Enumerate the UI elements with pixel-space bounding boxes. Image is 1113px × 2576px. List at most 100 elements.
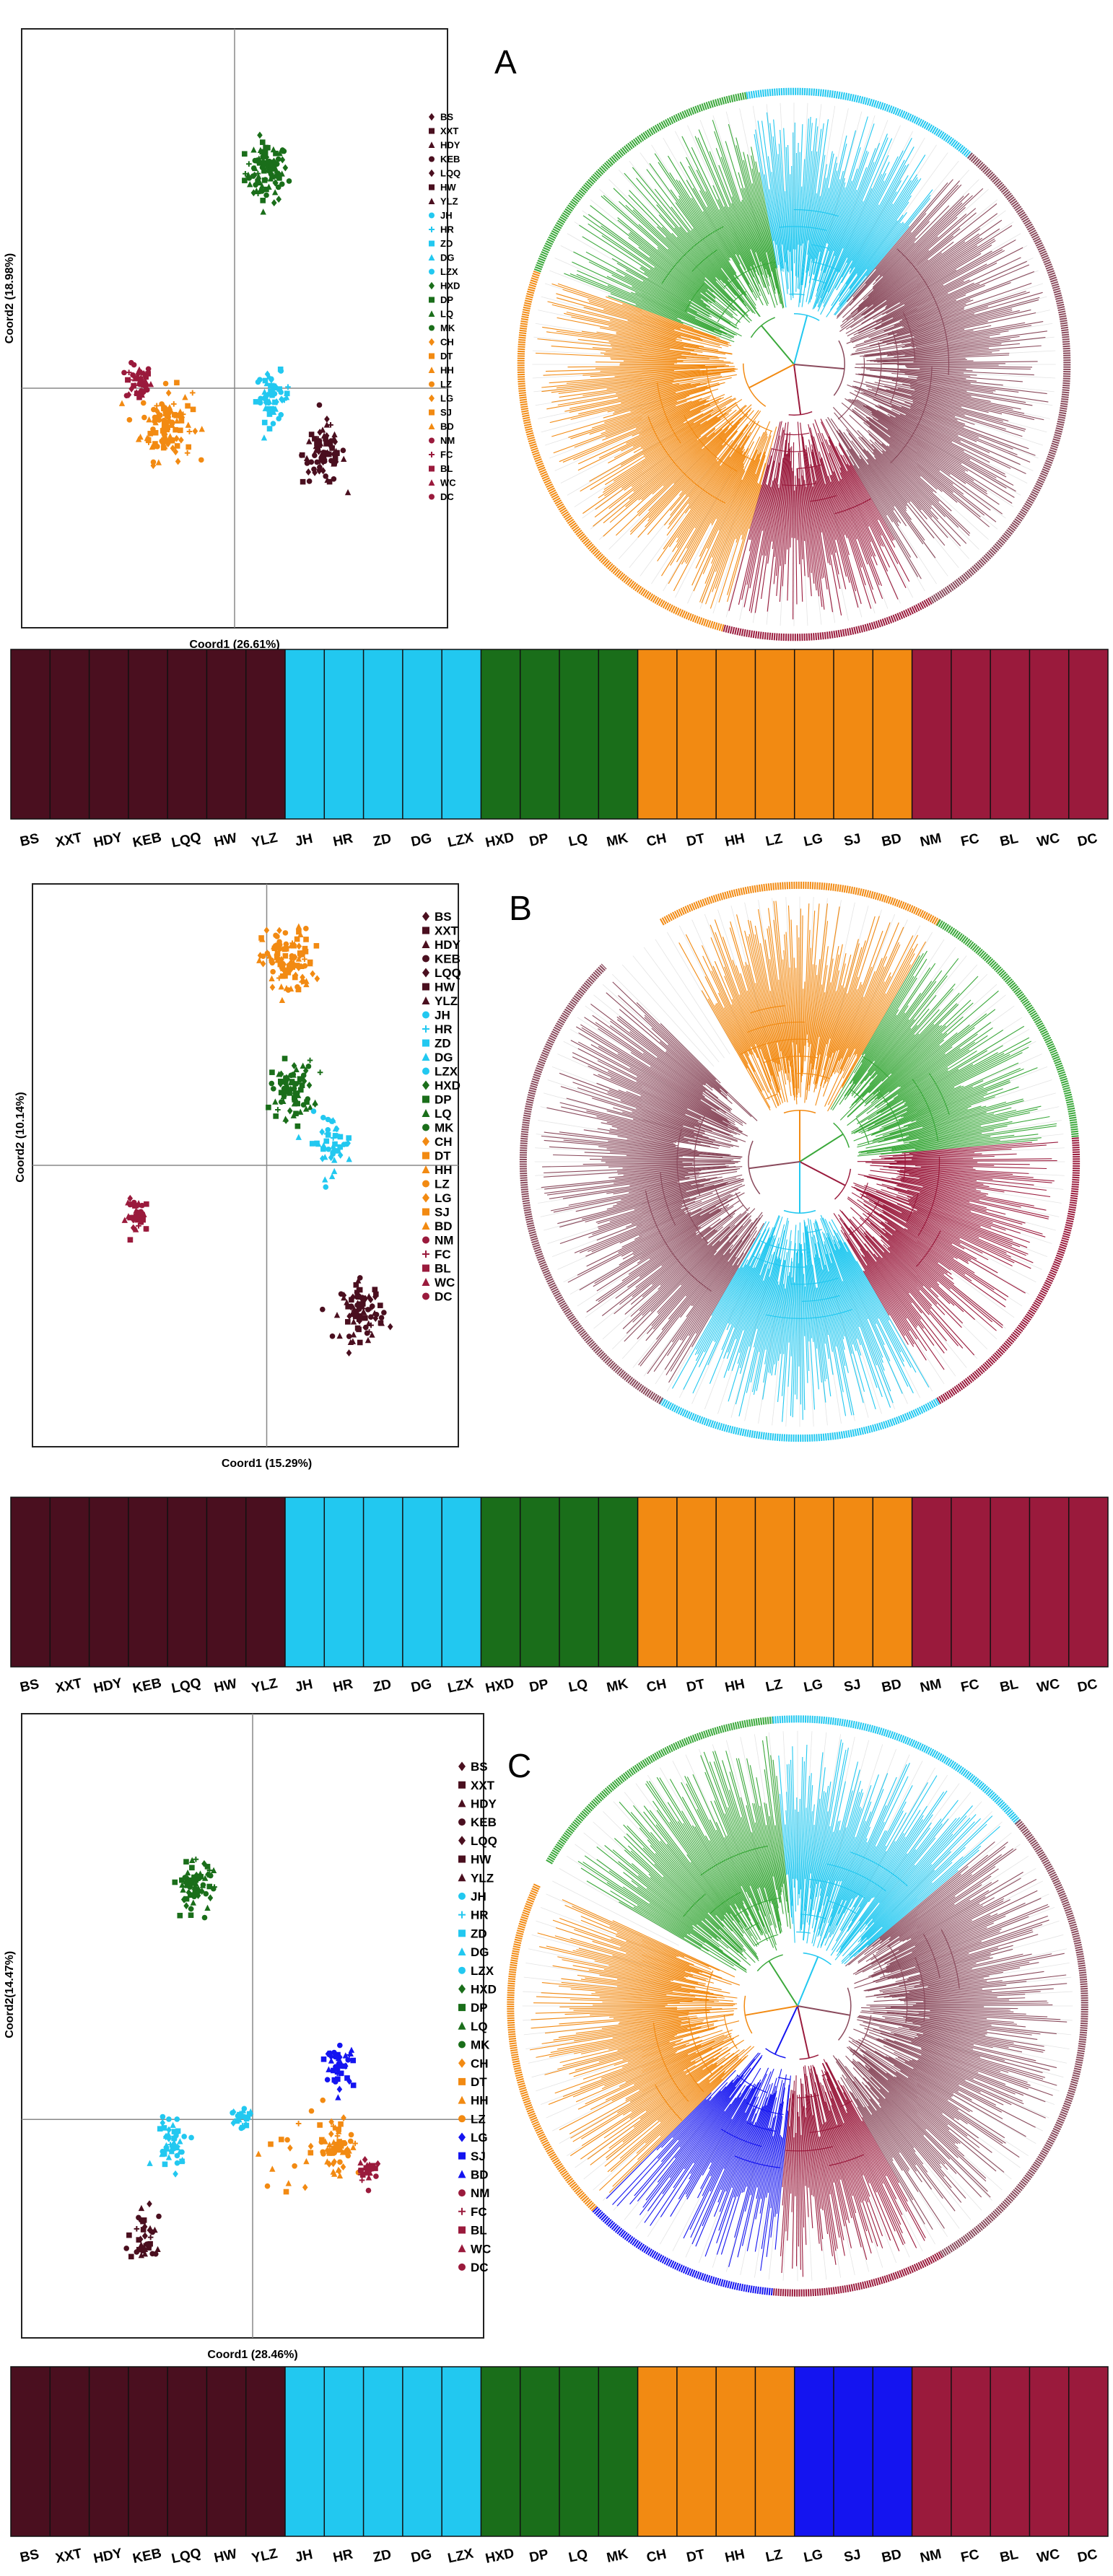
tree-leaf bbox=[610, 293, 681, 321]
structure-bar-dt bbox=[676, 2367, 717, 2536]
tree-leaf bbox=[829, 954, 852, 1039]
tree-leaf bbox=[599, 2046, 755, 2191]
pca-point bbox=[320, 2151, 326, 2157]
tree-leaf bbox=[657, 246, 738, 317]
tree-leaf bbox=[873, 1253, 922, 1314]
tree-leaf bbox=[811, 992, 826, 1077]
tree-leaf bbox=[913, 360, 974, 363]
tree-leaf bbox=[868, 1003, 958, 1093]
legend-label-sj: SJ bbox=[440, 407, 452, 418]
tree-leaf bbox=[921, 2049, 1053, 2096]
tree-leaf bbox=[824, 1264, 844, 1340]
tree-leaf bbox=[798, 1243, 800, 1367]
tree-leaf bbox=[700, 1755, 770, 1933]
tree-leaf bbox=[822, 2063, 904, 2246]
tree-guide-line bbox=[832, 1285, 869, 1418]
legend-label-xxt: XXT bbox=[440, 126, 458, 136]
tree-leaf bbox=[656, 1244, 733, 1340]
tree-leaf bbox=[635, 1204, 743, 1288]
pca-point bbox=[261, 419, 268, 426]
tree-leaf bbox=[920, 1191, 1006, 1215]
pca-point bbox=[141, 2232, 148, 2240]
tree-leaf bbox=[856, 310, 1020, 350]
legend-marker-dp bbox=[458, 2004, 466, 2012]
pca-point bbox=[177, 408, 183, 415]
tree-leaf bbox=[865, 1903, 955, 1962]
pca-point bbox=[315, 447, 322, 455]
tree-leaf bbox=[594, 1961, 705, 1986]
tree-leaf bbox=[638, 1248, 731, 1366]
tree-leaf bbox=[891, 380, 1026, 403]
legend-marker-bd bbox=[458, 2170, 466, 2178]
structure-bar-lq bbox=[559, 649, 599, 819]
tree-leaf bbox=[805, 154, 826, 288]
tree-leaf bbox=[806, 452, 824, 578]
tree-leaf bbox=[848, 2040, 1020, 2158]
tree-leaf bbox=[591, 1098, 684, 1126]
legend-label-keb: KEB bbox=[471, 1815, 497, 1829]
tree-leaf bbox=[622, 1111, 694, 1133]
pca-point bbox=[284, 2137, 290, 2143]
pca-point bbox=[146, 2245, 152, 2251]
tree-leaf bbox=[639, 1827, 723, 1922]
tree-leaf bbox=[717, 199, 754, 278]
tree-leaf bbox=[881, 1222, 952, 1275]
tree-leaf bbox=[621, 2044, 686, 2068]
tree-leaf bbox=[822, 1269, 855, 1416]
tree-leaf bbox=[756, 2117, 774, 2199]
tree-leaf bbox=[850, 1226, 948, 1351]
tree-leaf bbox=[850, 282, 974, 340]
pca-point bbox=[205, 1870, 211, 1878]
tree-leaf bbox=[815, 993, 848, 1106]
tree-leaf bbox=[769, 959, 788, 1080]
tree-leaf bbox=[589, 400, 687, 435]
tree-leaf bbox=[819, 906, 840, 1038]
tree-leaf bbox=[870, 2087, 942, 2168]
tree-leaf bbox=[673, 432, 725, 484]
pca-point bbox=[134, 2226, 140, 2232]
tree-leaf bbox=[909, 2028, 1023, 2053]
tree-leaf bbox=[573, 2007, 712, 2011]
tree-leaf bbox=[875, 1028, 912, 1072]
tree-leaf bbox=[849, 1033, 920, 1109]
tree-leaf bbox=[716, 455, 749, 520]
pca-point bbox=[331, 460, 337, 466]
tree-leaf bbox=[619, 1015, 705, 1086]
tree-leaf bbox=[821, 432, 873, 557]
tree-leaf bbox=[928, 1978, 984, 1987]
pca-point bbox=[276, 926, 282, 934]
legend-marker-mk bbox=[458, 2041, 466, 2049]
tree-leaf bbox=[670, 1253, 744, 1372]
tree-leaf bbox=[777, 1271, 790, 1402]
tree-leaf bbox=[915, 1924, 1043, 1968]
legend-label-hh: HH bbox=[471, 2094, 489, 2108]
tree-branch bbox=[797, 1073, 831, 1079]
tree-leaf bbox=[886, 1187, 1043, 1235]
pca-point bbox=[308, 459, 315, 465]
tree-leaf bbox=[609, 1025, 704, 1093]
tree-leaf bbox=[886, 219, 1003, 301]
tree-leaf bbox=[836, 174, 883, 272]
tree-leaf bbox=[857, 1864, 933, 1942]
pca-point bbox=[169, 419, 175, 426]
structure-label-lq: LQ bbox=[567, 1677, 589, 1696]
pca-point bbox=[271, 1086, 276, 1092]
pca-point bbox=[276, 1071, 282, 1077]
pca-point bbox=[266, 411, 273, 417]
tree-leaf bbox=[595, 409, 732, 510]
tree-leaf bbox=[869, 426, 981, 518]
tree-leaf bbox=[616, 1167, 694, 1172]
structure-label-xxt: XXT bbox=[54, 1675, 84, 1696]
tree-leaf bbox=[841, 2085, 926, 2238]
pca-point bbox=[145, 371, 151, 377]
tree-leaf bbox=[638, 247, 733, 319]
legend-marker-dc bbox=[422, 1292, 429, 1300]
tree-branch bbox=[720, 2129, 762, 2147]
tree-leaf bbox=[669, 1779, 761, 1940]
tree-leaf bbox=[824, 2071, 900, 2251]
panel-B: Coord1 (15.29%)Coord2 (10.14%)BSXXTHDYKE… bbox=[10, 881, 1109, 1696]
tree-leaf bbox=[606, 2064, 723, 2158]
tree-leaf bbox=[873, 452, 933, 518]
tree-leaf bbox=[813, 2066, 862, 2248]
tree-leaf bbox=[736, 1758, 773, 1905]
